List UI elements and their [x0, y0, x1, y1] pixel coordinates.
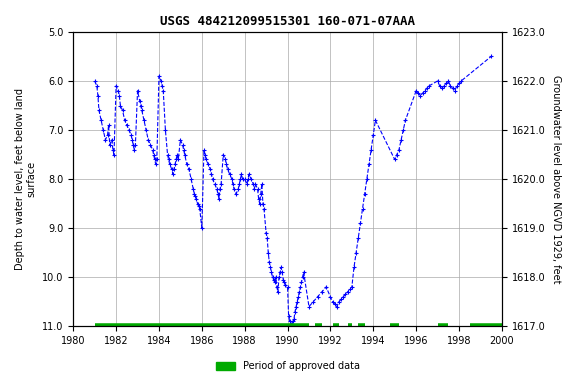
Y-axis label: Depth to water level, feet below land
surface: Depth to water level, feet below land su…: [15, 88, 37, 270]
Legend: Period of approved data: Period of approved data: [212, 358, 364, 375]
Y-axis label: Groundwater level above NGVD 1929, feet: Groundwater level above NGVD 1929, feet: [551, 75, 561, 283]
Title: USGS 484212099515301 160-071-07AAA: USGS 484212099515301 160-071-07AAA: [160, 15, 415, 28]
